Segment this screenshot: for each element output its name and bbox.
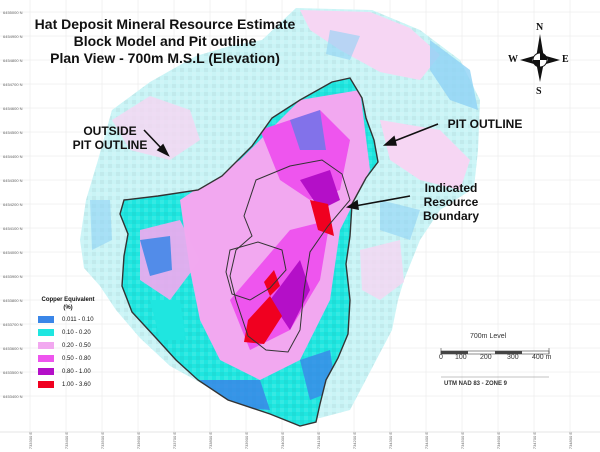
south-letter: S: [536, 86, 542, 97]
legend-label: 1.00 - 3.60: [62, 381, 91, 388]
northing-label: 6454800 N: [3, 58, 23, 63]
easting-label: 734100 E: [316, 432, 321, 450]
easting-label: 733600 E: [136, 432, 141, 450]
legend-label: 0.011 - 0.10: [62, 316, 94, 323]
legend-swatch: [38, 342, 54, 349]
northing-label: 6454600 N: [3, 106, 23, 111]
indicated-label-line-3: Boundary: [422, 209, 479, 223]
legend-label: 0.50 - 0.80: [62, 355, 91, 362]
legend-item: 0.80 - 1.00: [38, 366, 148, 377]
legend-unit: (%): [63, 305, 73, 311]
easting-label: 733800 E: [208, 432, 213, 450]
scale-tick-label: 100: [455, 354, 467, 361]
easting-label: 734300 E: [388, 432, 393, 450]
easting-label: 734500 E: [460, 432, 465, 450]
easting-label: 734400 E: [424, 432, 429, 450]
northing-label: 6453600 N: [3, 346, 23, 351]
northing-label: 6453900 N: [3, 274, 23, 279]
northing-label: 6454400 N: [3, 154, 23, 159]
legend-item: 0.011 - 0.10: [38, 314, 148, 325]
scale-datum-label: UTM NAD 83 - ZONE 9: [444, 381, 508, 387]
easting-label: 734800 E: [568, 432, 573, 450]
scale-bar: [440, 348, 550, 378]
northing-label: 6454700 N: [3, 82, 23, 87]
easting-label: 734000 E: [280, 432, 285, 450]
legend: Copper Equivalent (%) 0.011 - 0.10 0.10 -…: [38, 296, 148, 390]
north-letter: N: [536, 22, 544, 33]
indicated-label-line-2: Resource: [423, 195, 479, 209]
map-title-line-1: Hat Deposit Mineral Resource Estimate: [34, 16, 296, 32]
easting-label: 734200 E: [352, 432, 357, 450]
indicated-label-line-1: Indicated: [424, 181, 478, 195]
west-letter: W: [508, 54, 518, 65]
legend-item: 0.20 - 0.50: [38, 340, 148, 351]
label-arrows: [143, 123, 439, 211]
northing-label: 6453500 N: [3, 370, 23, 375]
northing-label: 6454100 N: [3, 226, 23, 231]
indicated-resource-boundary-secondary: [225, 241, 287, 301]
legend-item: 1.00 - 3.60: [38, 379, 148, 390]
scale-tick-label: 400 m: [532, 354, 552, 361]
map-title-line-2: Block Model and Pit outline: [73, 33, 257, 49]
map-title-line-3: Plan View - 700m M.S.L (Elevation): [50, 50, 280, 66]
legend-label: 0.10 - 0.20: [62, 329, 91, 336]
compass-rose-icon: N S E W: [508, 22, 572, 98]
legend-swatch: [38, 316, 54, 323]
northing-label: 6453700 N: [3, 322, 23, 327]
easting-label: 733300 E: [28, 432, 33, 450]
legend-swatch: [38, 355, 54, 362]
easting-label: 734600 E: [496, 432, 501, 450]
easting-label: 733400 E: [64, 432, 69, 450]
outside-pit-label-line-2: PIT OUTLINE: [72, 138, 148, 152]
legend-swatch: [38, 381, 54, 388]
scale-level-label: 700m Level: [470, 333, 507, 340]
easting-label: 733500 E: [100, 432, 105, 450]
northing-label: 6453800 N: [3, 298, 23, 303]
northing-label: 6455000 N: [3, 10, 23, 15]
east-letter: E: [562, 54, 569, 65]
northing-label: 6454300 N: [3, 178, 23, 183]
northing-label: 6453400 N: [3, 394, 23, 399]
legend-item: 0.50 - 0.80: [38, 353, 148, 364]
northing-label: 6454500 N: [3, 130, 23, 135]
northing-label: 6454900 N: [3, 34, 23, 39]
legend-label: 0.20 - 0.50: [62, 342, 91, 349]
legend-swatch: [38, 329, 54, 336]
legend-title: Copper Equivalent: [41, 297, 95, 303]
legend-swatch: [38, 368, 54, 375]
easting-label: 733700 E: [172, 432, 177, 450]
northing-label: 6454200 N: [3, 202, 23, 207]
easting-label: 733900 E: [244, 432, 249, 450]
scale-tick-label: 0: [439, 354, 443, 361]
outside-pit-label: OUTSIDE PIT OUTLINE: [70, 124, 150, 152]
indicated-resource-label: Indicated Resource Boundary: [412, 181, 490, 223]
pit-outline-label: PIT OUTLINE: [447, 117, 523, 131]
pit-outline: [119, 77, 379, 427]
northing-label: 6454000 N: [3, 250, 23, 255]
legend-label: 0.80 - 1.00: [62, 368, 91, 375]
outside-pit-label-line-1: OUTSIDE: [83, 124, 137, 138]
easting-label: 734700 E: [532, 432, 537, 450]
scale-tick-label: 300: [507, 354, 519, 361]
legend-item: 0.10 - 0.20: [38, 327, 148, 338]
scale-tick-label: 200: [480, 354, 492, 361]
